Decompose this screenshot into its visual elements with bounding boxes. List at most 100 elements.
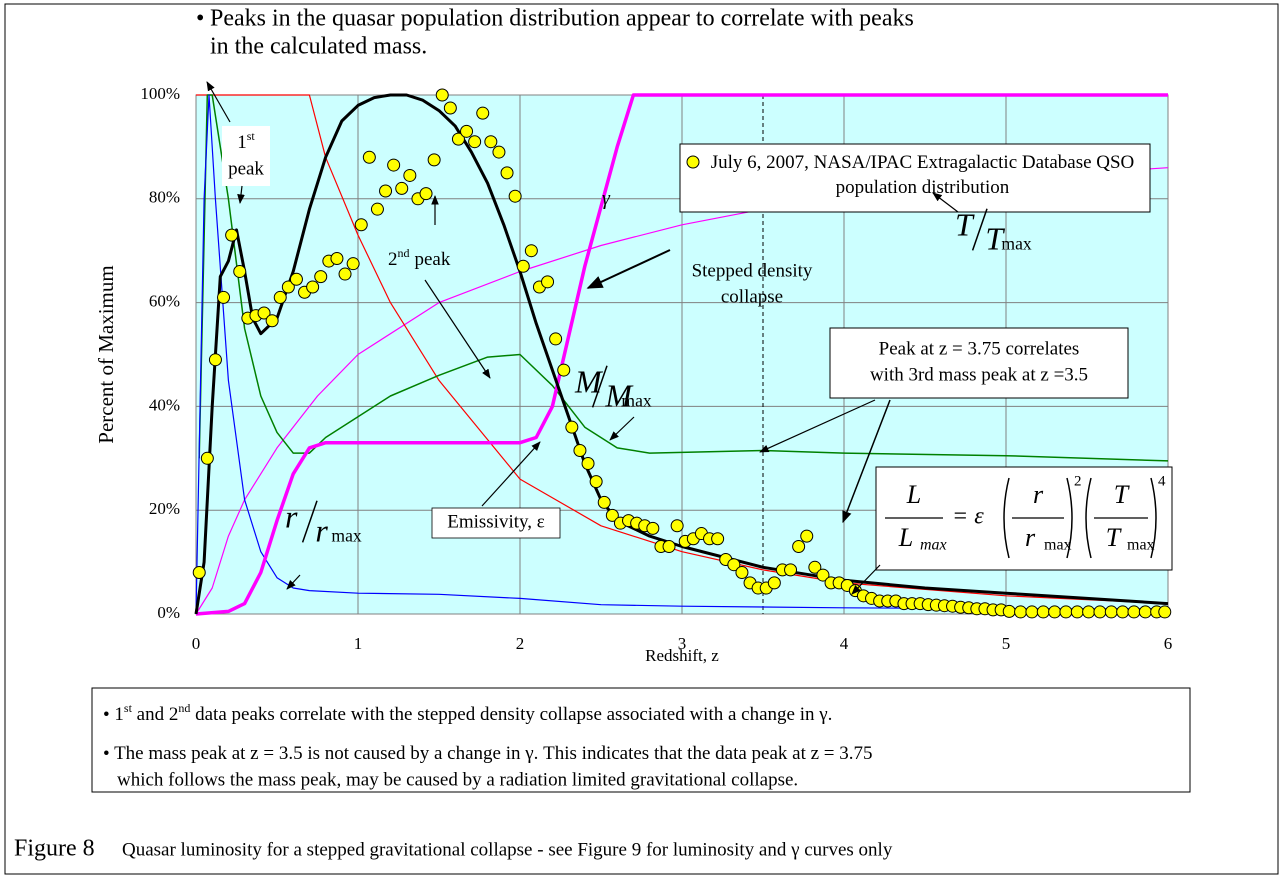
annotation: M [574, 363, 604, 399]
data-point [419, 187, 433, 201]
data-point [727, 558, 741, 572]
data-point [460, 124, 474, 138]
data-point [605, 508, 619, 522]
data-point [281, 280, 295, 294]
arrow [759, 399, 876, 453]
annotation: r [1025, 523, 1036, 552]
data-point [800, 529, 814, 543]
data-point [265, 314, 279, 328]
data-point [1059, 605, 1073, 619]
x-tick-label: 2 [516, 634, 525, 653]
data-point [484, 135, 498, 149]
data-point [476, 106, 490, 120]
annotation: 4 [1158, 473, 1166, 489]
legend-entry: July 6, 2007, NASA/IPAC Extragalactic Da… [710, 152, 1135, 198]
data-point [273, 290, 287, 304]
data-point [1138, 605, 1152, 619]
data-point [217, 290, 231, 304]
data-point [306, 280, 320, 294]
y-tick-label: 60% [149, 292, 180, 311]
data-point [403, 168, 417, 182]
arrow [286, 574, 301, 590]
text-part: st [124, 701, 133, 715]
fraction-slash [301, 500, 318, 543]
text-part: nd [398, 246, 410, 260]
annotation: T [1106, 523, 1122, 552]
x-tick-label: 6 [1164, 634, 1173, 653]
data-point [767, 576, 781, 590]
chart-title: in the calculated mass. [210, 34, 427, 60]
arrow [481, 441, 541, 507]
y-axis-label: Percent of Maximum [94, 265, 118, 443]
notes-box [91, 687, 1191, 793]
annotation: peak [228, 158, 264, 179]
legend-box [679, 143, 1151, 213]
arrow [237, 185, 245, 204]
annotation: Peak at z = 3.75 correlates [879, 338, 1080, 359]
annotation: r [1033, 480, 1044, 509]
paren [1066, 477, 1073, 559]
annotation: 1st [237, 129, 255, 154]
data-point [354, 218, 368, 232]
text-part: The mass peak at z = 3.5 is not caused b… [114, 743, 872, 764]
y-tick-label: 40% [149, 395, 180, 414]
data-point [200, 451, 214, 465]
data-point [362, 150, 376, 164]
text-part: 2 [388, 249, 398, 270]
data-point [1104, 605, 1118, 619]
arrow [851, 564, 881, 595]
data-point [1036, 605, 1050, 619]
paren [1003, 477, 1010, 559]
data-point [314, 270, 328, 284]
data-point [508, 189, 522, 203]
data-point [784, 563, 798, 577]
data-point [1070, 605, 1084, 619]
caption-label: Figure 8 [14, 836, 95, 862]
label-bg [222, 126, 270, 186]
legend-label: July 6, 2007, NASA/IPAC Extragalactic Da… [710, 152, 1135, 198]
y-tick-label: 80% [149, 188, 180, 207]
annotation: r [285, 498, 298, 534]
text-part: 1 [237, 132, 247, 153]
annotation: max [331, 526, 361, 546]
annotation: L [906, 480, 921, 509]
y-tick-label: 20% [149, 499, 180, 518]
annotations: July 6, 2007, NASA/IPAC Extragalactic Da… [14, 6, 1191, 862]
annotation: T [955, 206, 975, 242]
text-part: peak [415, 249, 451, 270]
x-tick-label: 3 [678, 634, 687, 653]
data-point [435, 88, 449, 102]
data-point [1127, 605, 1141, 619]
data-point [289, 272, 303, 286]
annotation: T [1114, 480, 1130, 509]
data-point [346, 257, 360, 271]
annotation: max [920, 537, 947, 554]
note: • The mass peak at z = 3.5 is not caused… [103, 743, 873, 764]
data-point [573, 444, 587, 458]
data-point [208, 353, 222, 367]
arrow [932, 192, 959, 213]
x-axis-label: Redshift, z [645, 646, 719, 665]
data-point [597, 495, 611, 509]
annotation: T [985, 221, 1005, 257]
note: which follows the mass peak, may be caus… [117, 769, 798, 790]
data-point [192, 565, 206, 579]
annotation: γ [602, 188, 611, 210]
bullet: • [196, 6, 204, 32]
data-point [524, 244, 538, 258]
caption: Quasar luminosity for a stepped gravitat… [122, 839, 893, 860]
data-point [225, 228, 239, 242]
data-point [1082, 605, 1096, 619]
x-tick-label: 4 [840, 634, 849, 653]
data-point [581, 456, 595, 470]
label-box [431, 507, 561, 539]
y-tick-label: 0% [157, 603, 180, 622]
data-point [516, 259, 530, 273]
chart-title: Peaks in the quasar population distribut… [210, 6, 914, 32]
data-point [808, 560, 822, 574]
arrow [206, 81, 231, 123]
data-point [1093, 605, 1107, 619]
annotation: collapse [721, 286, 783, 307]
data-point [549, 332, 563, 346]
